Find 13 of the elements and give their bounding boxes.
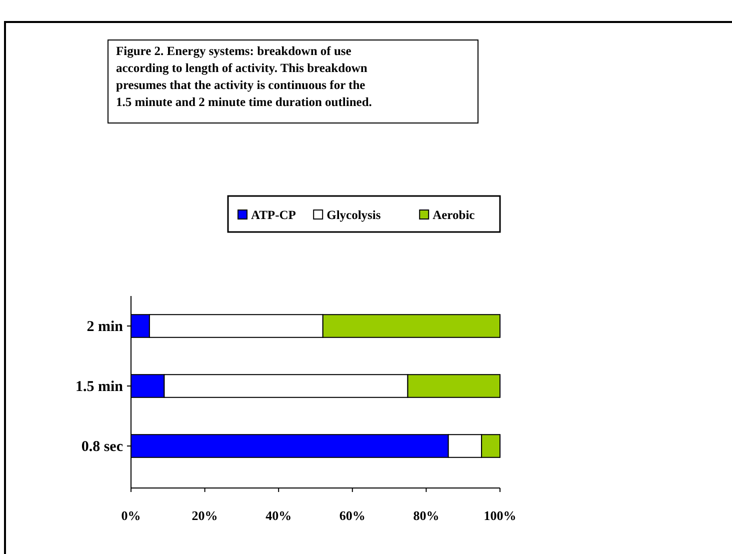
x-tick-label: 0% — [121, 508, 141, 523]
legend-label: Glycolysis — [326, 208, 381, 222]
x-tick-label: 20% — [192, 508, 218, 523]
y-tick-label: 2 min — [86, 319, 124, 335]
x-tick-label: 40% — [266, 508, 292, 523]
x-tick-label: 100% — [484, 508, 516, 523]
legend-label: Aerobic — [432, 208, 476, 222]
y-tick-label: 0.8 sec — [81, 439, 124, 455]
x-tick-label: 60% — [339, 508, 366, 523]
chart-title: Figure 2. Energy systems: breakdown of use according to length of activity. This breakdown presumes that the activity is continuous for the 1.5 minute and 2 minute time duration outlined. — [116, 44, 372, 109]
legend-label: ATP-CP — [251, 208, 296, 222]
y-tick-label: 1.5 min — [75, 379, 124, 395]
x-tick-label: 80% — [413, 508, 440, 523]
